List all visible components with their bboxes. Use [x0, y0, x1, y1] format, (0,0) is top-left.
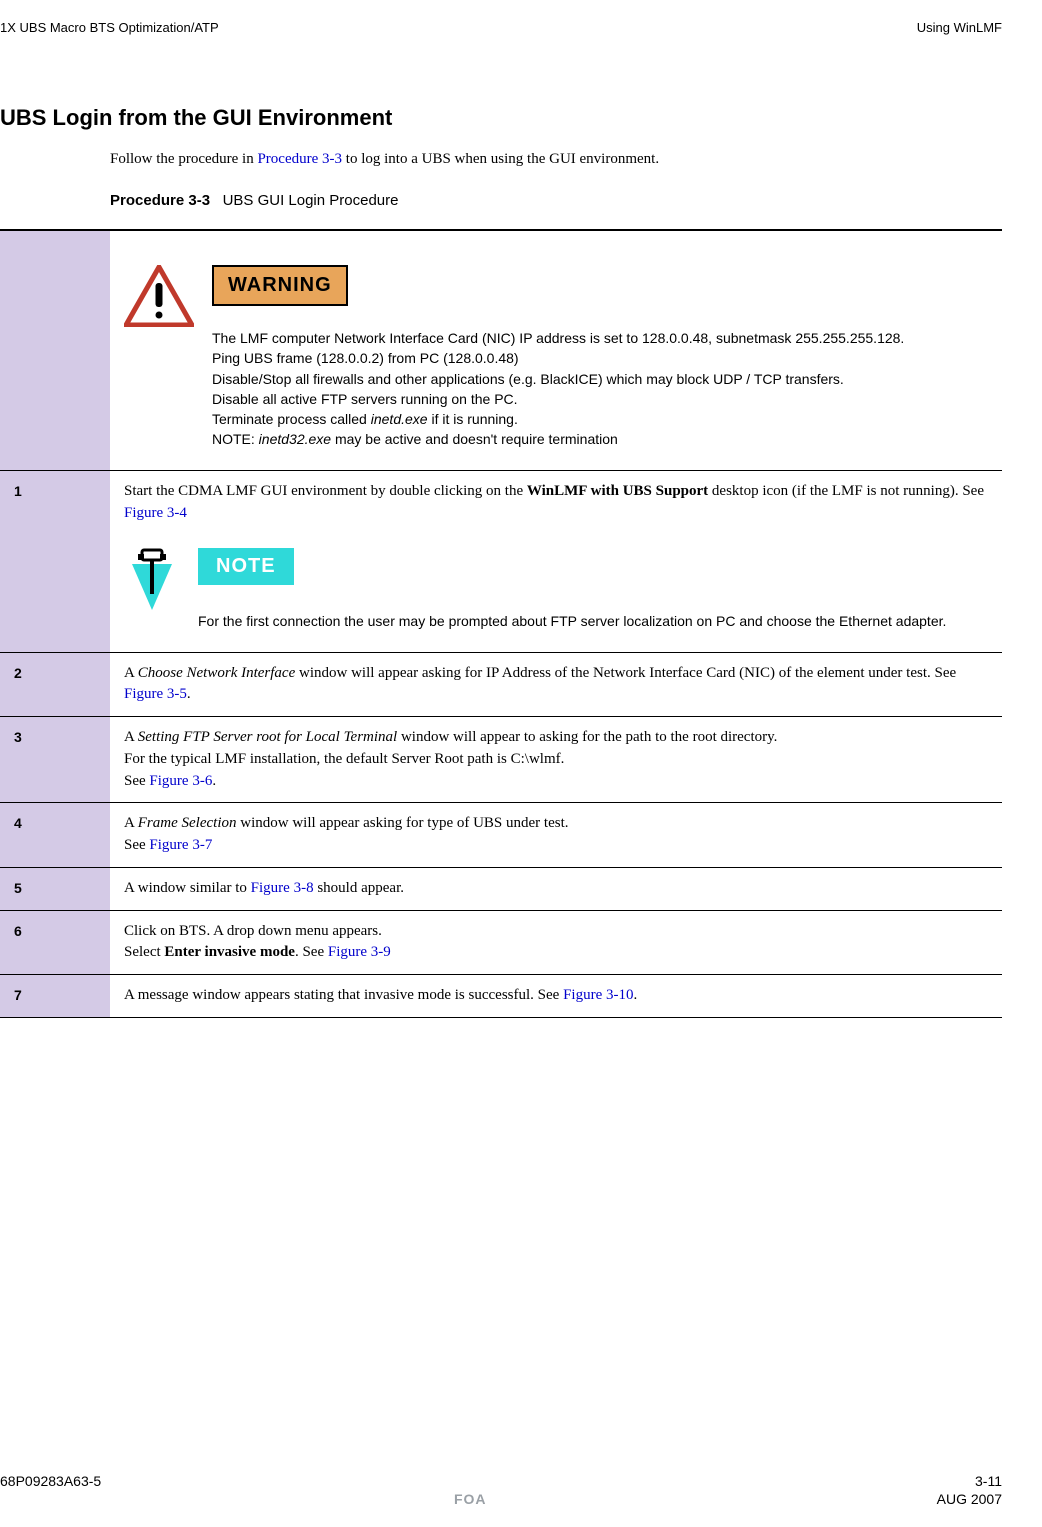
intro-paragraph: Follow the procedure in Procedure 3-3 to…: [110, 151, 1002, 168]
step-num: 5: [0, 867, 110, 910]
intro-post: to log into a UBS when using the GUI env…: [342, 151, 659, 167]
section-title: UBS Login from the GUI Environment: [0, 105, 1002, 131]
step-content: A message window appears stating that in…: [110, 975, 1002, 1018]
step-num: 6: [0, 910, 110, 975]
warning-label: WARNING: [212, 265, 348, 306]
header-right: Using WinLMF: [917, 20, 1002, 35]
footer-foa: FOA: [4, 1491, 937, 1507]
figure-link[interactable]: Figure 3-10: [563, 987, 633, 1003]
warning-triangle-icon: [124, 265, 194, 327]
warning-text: The LMF computer Network Interface Card …: [212, 328, 904, 450]
procedure-table: WARNING The LMF computer Network Interfa…: [0, 229, 1002, 1018]
step-content: A Choose Network Interface window will a…: [110, 652, 1002, 717]
procedure-name: UBS GUI Login Procedure: [223, 192, 399, 209]
step-content: Click on BTS. A drop down menu appears. …: [110, 910, 1002, 975]
procedure-label: Procedure 3-3: [110, 192, 210, 209]
page-header: 1X UBS Macro BTS Optimization/ATP Using …: [0, 20, 1002, 75]
footer-docnum: 68P09283A63-5: [0, 1473, 101, 1489]
step-num: 2: [0, 652, 110, 717]
step-num: 3: [0, 717, 110, 803]
figure-link[interactable]: Figure 3-4: [124, 505, 187, 521]
intro-pre: Follow the procedure in: [110, 151, 257, 167]
note-label: NOTE: [198, 548, 294, 585]
figure-link[interactable]: Figure 3-8: [251, 880, 314, 896]
step-content: Start the CDMA LMF GUI environment by do…: [110, 470, 1002, 652]
warning-cell: WARNING The LMF computer Network Interfa…: [110, 230, 1002, 470]
step-num: 7: [0, 975, 110, 1018]
figure-link[interactable]: Figure 3-5: [124, 686, 187, 702]
procedure-title: Procedure 3-3 UBS GUI Login Procedure: [110, 192, 1002, 209]
step-num-blank: [0, 230, 110, 470]
procedure-link[interactable]: Procedure 3-3: [257, 151, 342, 167]
step-num: 1: [0, 470, 110, 652]
step-content: A Frame Selection window will appear ask…: [110, 803, 1002, 868]
footer-pagenum: 3-11: [975, 1473, 1002, 1489]
step-content: A Setting FTP Server root for Local Term…: [110, 717, 1002, 803]
note-text: For the first connection the user may be…: [198, 611, 946, 631]
figure-link[interactable]: Figure 3-7: [149, 837, 212, 853]
header-left: 1X UBS Macro BTS Optimization/ATP: [0, 20, 219, 35]
step-content: A window similar to Figure 3-8 should ap…: [110, 867, 1002, 910]
figure-link[interactable]: Figure 3-9: [328, 944, 391, 960]
note-clamp-icon: [124, 548, 180, 618]
page-footer: 68P09283A63-5 3-11 . FOA AUG 2007: [0, 1473, 1002, 1507]
figure-link[interactable]: Figure 3-6: [149, 773, 212, 789]
footer-date: AUG 2007: [937, 1491, 1002, 1507]
step-num: 4: [0, 803, 110, 868]
